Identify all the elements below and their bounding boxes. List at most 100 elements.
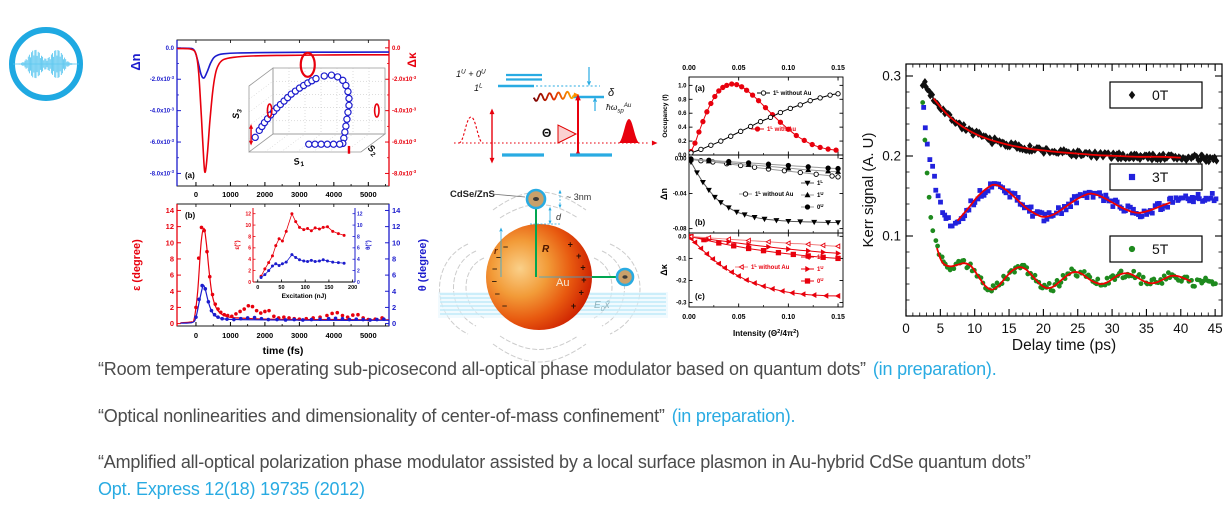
label-R: R: [542, 244, 550, 255]
svg-text:0.10: 0.10: [782, 65, 796, 72]
svg-text:-0.2: -0.2: [676, 278, 687, 284]
svg-text:20: 20: [1036, 321, 1051, 336]
svg-text:50: 50: [278, 285, 284, 291]
svg-text:−: −: [492, 264, 497, 274]
svg-text:14: 14: [392, 206, 401, 215]
svg-text:0.0: 0.0: [392, 46, 401, 52]
mid-xlabel: Intensity (Θ2/4π2): [733, 329, 799, 338]
svg-text:1U: 1U: [817, 265, 823, 273]
mid-ylabel-0: Occupancy (f): [662, 94, 669, 137]
axis-label-dn: Δn: [128, 53, 143, 70]
svg-text:5000: 5000: [360, 331, 377, 340]
svg-text:1L: 1L: [817, 253, 823, 261]
svg-text:+: +: [576, 251, 581, 261]
svg-text:0.10: 0.10: [782, 314, 796, 321]
svg-text:15: 15: [1002, 321, 1017, 336]
publication-title: “Optical nonlinearities and dimensionali…: [98, 405, 665, 426]
svg-text:25: 25: [1070, 321, 1085, 336]
poincare-s2: S2: [364, 143, 380, 159]
publication-entry: “Optical nonlinearities and dimensionali…: [98, 405, 1190, 428]
chart-dn-dk-eps-theta: 0.0 0.0 -2.0x10-3 -2.0x10-3 -4.0x10-3 -4.0x10…: [128, 39, 429, 357]
publication-title: “Room temperature operating sub-picoseco…: [98, 359, 866, 379]
svg-text:1.0: 1.0: [678, 83, 687, 89]
svg-text:4: 4: [357, 257, 360, 263]
chart-kerr-vs-delay: 0.1 0.2 0.3 0 5 10 15 20 25 30 35 40 45 Delay time (p…: [860, 63, 1223, 354]
svg-text:6: 6: [248, 246, 251, 252]
svg-text:0.15: 0.15: [831, 65, 845, 72]
svg-text:6: 6: [357, 246, 360, 252]
publication-list: “Room temperature operating sub-picoseco…: [98, 358, 1190, 500]
label-plasmon-energy: ħωspAu: [606, 102, 632, 115]
svg-text:2000: 2000: [257, 331, 274, 340]
svg-text:10: 10: [967, 321, 982, 336]
mid-ylabel-2: Δκ: [659, 263, 669, 275]
kerr-xlabel: Delay time (ps): [1012, 337, 1116, 354]
svg-text:0: 0: [392, 319, 396, 328]
kerr-series-3T: [921, 105, 1219, 229]
svg-text:12: 12: [245, 211, 251, 217]
svg-text:1L with Au: 1L with Au: [767, 125, 796, 133]
svg-text:−: −: [495, 289, 500, 299]
svg-text:-4.0x10-3: -4.0x10-3: [150, 106, 175, 114]
svg-text:-8.0x10-3: -8.0x10-3: [150, 169, 175, 177]
kerr-legend-3T: 3T: [1109, 163, 1203, 191]
svg-text:-0.04: -0.04: [673, 192, 687, 198]
svg-text:150: 150: [324, 285, 333, 291]
figure-time-resolved-panels: 0.0 0.0 -2.0x10-3 -2.0x10-3 -4.0x10-3 -4.0x10…: [123, 28, 445, 366]
svg-text:1000: 1000: [222, 331, 239, 340]
kerr-series-5T: [920, 100, 1218, 294]
svg-text:-8.0x10-3: -8.0x10-3: [392, 169, 417, 177]
label-3nm: ~ 3nm: [566, 192, 591, 202]
kerr-legend-label: 3T: [1152, 169, 1169, 185]
poincare-s3: S3: [231, 109, 244, 119]
label-detuning: δ: [608, 87, 615, 99]
svg-text:3000: 3000: [291, 331, 308, 340]
mid-panel-label: (c): [695, 292, 705, 301]
svg-text:+: +: [581, 275, 586, 285]
axis-label-theta: θ (degree): [417, 238, 429, 291]
label-d: d: [556, 212, 562, 222]
svg-text:0.6: 0.6: [678, 111, 687, 117]
svg-text:5: 5: [937, 321, 945, 336]
svg-text:12: 12: [357, 211, 363, 217]
svg-text:100: 100: [301, 285, 310, 291]
svg-text:+: +: [580, 263, 585, 273]
label-field: E0x̂: [594, 299, 611, 313]
svg-text:0: 0: [902, 321, 910, 336]
svg-text:0U: 0U: [817, 203, 823, 211]
svg-text:10: 10: [357, 223, 363, 229]
svg-text:0.0: 0.0: [166, 46, 175, 52]
svg-text:-2.0x10-3: -2.0x10-3: [392, 75, 417, 83]
svg-text:2: 2: [248, 268, 251, 274]
svg-text:10: 10: [245, 223, 251, 229]
svg-text:+: +: [571, 301, 576, 311]
kerr-legend-label: 0T: [1152, 87, 1169, 103]
svg-text:45: 45: [1208, 321, 1223, 336]
svg-text:-2.0x10-3: -2.0x10-3: [150, 75, 175, 83]
svg-text:−: −: [502, 301, 507, 311]
publication-entry: “Room temperature operating sub-picoseco…: [98, 358, 1190, 381]
svg-text:200: 200: [348, 285, 357, 291]
svg-text:0.4: 0.4: [678, 125, 687, 131]
svg-text:12: 12: [392, 222, 400, 231]
svg-text:0.8: 0.8: [678, 97, 687, 103]
svg-text:10: 10: [166, 238, 174, 247]
svg-text:−: −: [503, 242, 508, 252]
svg-text:30: 30: [1105, 321, 1120, 336]
svg-text:4000: 4000: [326, 190, 343, 199]
energy-diagram: 1U + 0U 1L δ ħωspAu Θ: [454, 67, 658, 164]
svg-text:2: 2: [170, 303, 174, 312]
publication-status: (in preparation).: [671, 405, 796, 426]
mid-series-0-0: [689, 81, 839, 155]
svg-text:1000: 1000: [222, 190, 239, 199]
kerr-ylabel: Kerr signal (A. U): [860, 132, 877, 247]
label-r: r: [494, 246, 498, 256]
panel-label-b: (b): [185, 211, 196, 220]
svg-text:8: 8: [392, 254, 396, 263]
axis-label-time: time (fs): [263, 345, 304, 357]
svg-text:-6.0x10-3: -6.0x10-3: [392, 138, 417, 146]
svg-text:0.0: 0.0: [678, 234, 687, 240]
inset-eps-label: ε(°): [235, 240, 241, 249]
label-au: Au: [556, 277, 569, 289]
figure-intensity-dependence-panels: 0.0 0.2 0.4 0.6 0.8 1.0 (a) Occupancy (f) 1L wit…: [655, 55, 851, 347]
